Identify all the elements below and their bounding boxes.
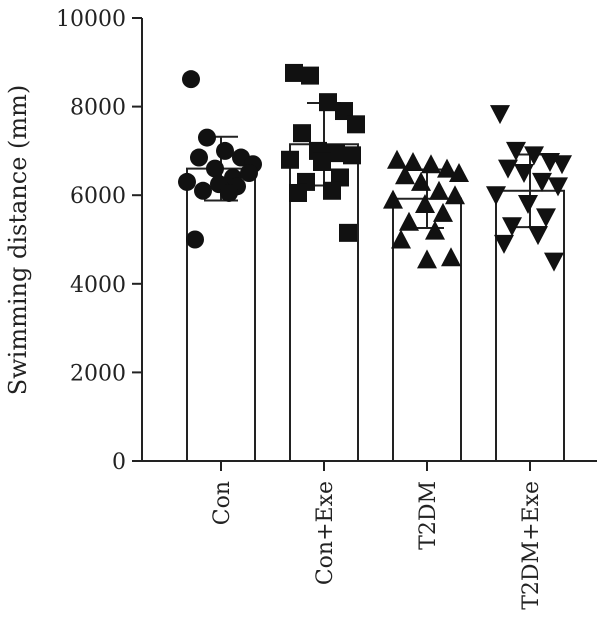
data-point-triangle-up [387, 149, 407, 169]
data-point-triangle-down [518, 195, 538, 215]
data-point-circle [194, 181, 212, 200]
data-point-triangle-up [399, 211, 419, 231]
data-point-triangle-up [403, 151, 423, 171]
data-point-triangle-down [528, 226, 548, 246]
x-category-label: Con+Exe [313, 481, 338, 585]
data-point-triangle-up [421, 154, 441, 174]
data-point-triangle-down [498, 159, 518, 179]
data-point-square [301, 66, 319, 85]
data-point-circle [190, 148, 208, 167]
data-point-circle [178, 172, 196, 191]
data-point-triangle-down [536, 208, 556, 228]
data-point-square [289, 183, 307, 202]
data-point-square [319, 93, 337, 112]
x-category-label: Con [210, 481, 235, 525]
data-point-circle [198, 128, 216, 147]
y-tick-label: 2000 [70, 361, 126, 386]
data-point-circle [240, 164, 258, 183]
data-point-triangle-up [383, 189, 403, 209]
data-point-circle [206, 159, 224, 178]
data-point-triangle-down [524, 146, 544, 166]
data-point-square [339, 223, 357, 242]
y-tick-label: 8000 [70, 96, 126, 121]
data-point-circle [220, 183, 238, 202]
data-point-circle [186, 230, 204, 249]
x-axis: Con Con+Exe T2DM T2DM+Exe [142, 460, 597, 610]
data-point-triangle-up [411, 171, 431, 191]
data-point-triangle-down [502, 217, 522, 237]
data-point-triangle-up [429, 180, 449, 200]
data-point-triangle-down [548, 177, 568, 197]
data-point-circle [182, 70, 200, 89]
data-point-circle [216, 141, 234, 160]
data-point-square [285, 63, 303, 82]
data-point-triangle-down [490, 105, 510, 125]
data-point-triangle-down [552, 155, 572, 175]
data-point-square [327, 144, 345, 163]
data-point-triangle-up [425, 220, 445, 240]
data-point-triangle-up [391, 229, 411, 249]
data-point-triangle-down [494, 234, 514, 254]
y-tick-label: 10000 [56, 7, 126, 32]
y-tick-label: 0 [112, 450, 126, 475]
y-axis-title: Swimming distance (mm) [4, 85, 32, 396]
y-tick-label: 4000 [70, 273, 126, 298]
data-point-triangle-up [433, 202, 453, 222]
data-point-triangle-up [449, 163, 469, 183]
data-point-triangle-up [441, 247, 461, 267]
x-category-label: T2DM [416, 481, 441, 550]
data-point-triangle-down [514, 164, 534, 184]
data-point-triangle-up [417, 249, 437, 269]
data-point-triangle-up [395, 165, 415, 185]
data-point-triangle-down [544, 252, 564, 272]
data-point-square [323, 181, 341, 200]
data-point-square [347, 115, 365, 134]
data-point-triangle-up [415, 194, 435, 214]
data-point-square [293, 124, 311, 143]
data-point-triangle-up [445, 185, 465, 205]
y-axis: 0 2000 4000 6000 8000 10000 [56, 7, 143, 475]
data-point-triangle-down [486, 186, 506, 206]
data-point-square [281, 150, 299, 169]
bar [186, 167, 256, 462]
data-point-square [313, 152, 331, 171]
x-category-label: T2DM+Exe [519, 481, 544, 610]
data-point-triangle-down [506, 141, 526, 161]
bar [495, 189, 565, 463]
data-point-triangle-up [437, 158, 457, 178]
data-point-square [343, 146, 361, 165]
y-tick-label: 6000 [70, 184, 126, 209]
data-point-triangle-down [532, 172, 552, 192]
points-layer [178, 63, 572, 272]
